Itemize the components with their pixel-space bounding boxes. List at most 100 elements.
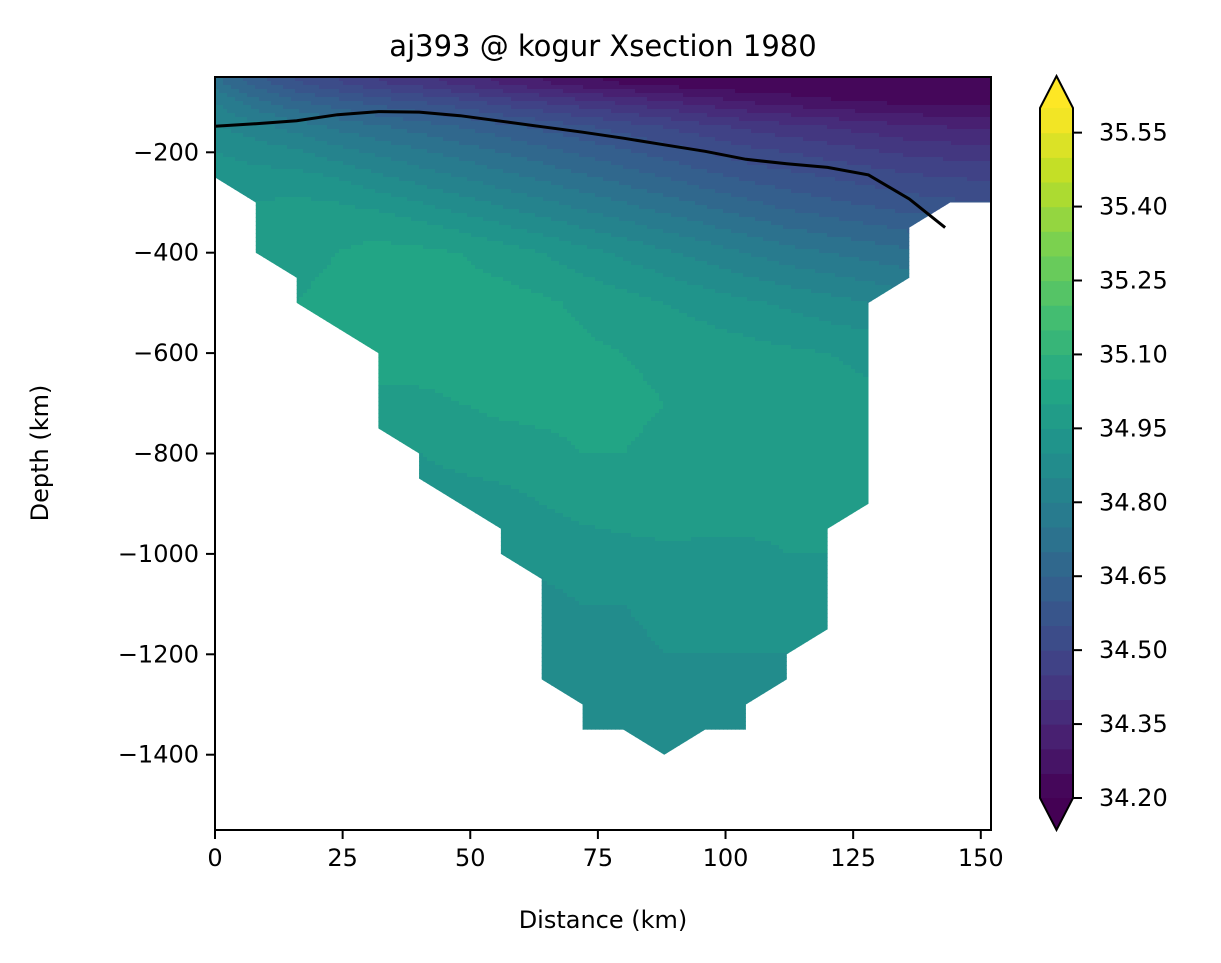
contour-cell <box>491 149 496 154</box>
contour-cell <box>223 93 228 98</box>
contour-cell <box>475 101 480 106</box>
contour-cell <box>263 157 268 162</box>
contour-cell <box>527 101 532 106</box>
contour-cell <box>747 77 752 82</box>
contour-cell <box>667 129 672 134</box>
contour-cell <box>479 93 484 98</box>
contour-cell <box>691 113 696 118</box>
contour-cell <box>967 165 972 170</box>
contour-cell <box>675 141 680 146</box>
contour-cell <box>467 89 472 94</box>
contour-cell <box>491 113 496 118</box>
contour-cell <box>675 157 680 162</box>
contour-cell <box>467 165 472 170</box>
contour-cell <box>331 153 336 158</box>
contour-cell <box>351 101 356 106</box>
contour-cell <box>867 125 872 130</box>
contour-cell <box>479 121 484 126</box>
contour-cell <box>319 113 324 118</box>
contour-cell <box>507 101 512 106</box>
contour-cell <box>639 133 644 138</box>
contour-cell <box>763 89 768 94</box>
contour-cell <box>863 169 868 174</box>
contour-cell <box>383 169 388 174</box>
contour-cell <box>779 137 784 142</box>
contour-cell <box>899 113 904 118</box>
contour-cell <box>727 89 732 94</box>
contour-cell <box>835 137 840 142</box>
contour-cell <box>723 113 728 118</box>
contour-cell <box>871 145 876 150</box>
contour-cell <box>247 165 252 170</box>
contour-cell <box>223 161 228 166</box>
contour-cell <box>891 133 896 138</box>
contour-cell <box>791 157 796 162</box>
contour-cell <box>751 125 756 130</box>
contour-cell <box>547 157 552 162</box>
contour-cell <box>791 89 796 94</box>
contour-cell <box>491 137 496 142</box>
contour-cell <box>911 85 916 90</box>
contour-cell <box>375 129 380 134</box>
contour-cell <box>375 173 380 178</box>
contour-cell <box>919 81 924 86</box>
contour-cell <box>487 113 492 118</box>
contour-cell <box>519 97 524 102</box>
contour-cell <box>339 169 344 174</box>
contour-cell <box>527 133 532 138</box>
contour-cell <box>391 165 396 170</box>
contour-cell <box>571 169 576 174</box>
contour-cell <box>575 105 580 110</box>
contour-cell <box>619 117 624 122</box>
contour-cell <box>651 93 656 98</box>
contour-cell <box>263 105 268 110</box>
contour-cell <box>651 177 656 182</box>
contour-cell <box>483 137 488 142</box>
contour-cell <box>527 173 532 178</box>
contour-cell <box>691 145 696 150</box>
contour-cell <box>307 161 312 166</box>
contour-cell <box>935 105 940 110</box>
contour-cell <box>407 113 412 118</box>
contour-cell <box>543 89 548 94</box>
contour-cell <box>363 149 368 154</box>
contour-cell <box>415 129 420 134</box>
contour-cell <box>639 141 644 146</box>
contour-cell <box>535 113 540 118</box>
contour-cell <box>975 141 980 146</box>
contour-cell <box>595 145 600 150</box>
contour-cell <box>603 89 608 94</box>
contour-cell <box>387 101 392 106</box>
contour-cell <box>219 101 224 106</box>
contour-cell <box>387 81 392 86</box>
contour-cell <box>515 125 520 130</box>
contour-cell <box>847 133 852 138</box>
contour-cell <box>719 141 724 146</box>
contour-cell <box>691 149 696 154</box>
contour-cell <box>559 117 564 122</box>
contour-cell <box>611 101 616 106</box>
contour-cell <box>779 141 784 146</box>
contour-cell <box>435 109 440 114</box>
contour-cell <box>835 169 840 174</box>
contour-cell <box>267 81 272 86</box>
contour-cell <box>691 97 696 102</box>
contour-cell <box>755 89 760 94</box>
contour-cell <box>551 77 556 82</box>
contour-cell <box>491 125 496 130</box>
contour-cell <box>903 77 908 82</box>
contour-cell <box>331 77 336 82</box>
contour-cell <box>575 161 580 166</box>
contour-cell <box>399 165 404 170</box>
contour-cell <box>351 125 356 130</box>
contour-cell <box>291 137 296 142</box>
contour-cell <box>963 109 968 114</box>
contour-cell <box>351 93 356 98</box>
contour-cell <box>559 153 564 158</box>
contour-cell <box>935 93 940 98</box>
contour-cell <box>975 85 980 90</box>
contour-cell <box>487 157 492 162</box>
contour-cell <box>367 81 372 86</box>
contour-cell <box>479 101 484 106</box>
contour-cell <box>779 133 784 138</box>
